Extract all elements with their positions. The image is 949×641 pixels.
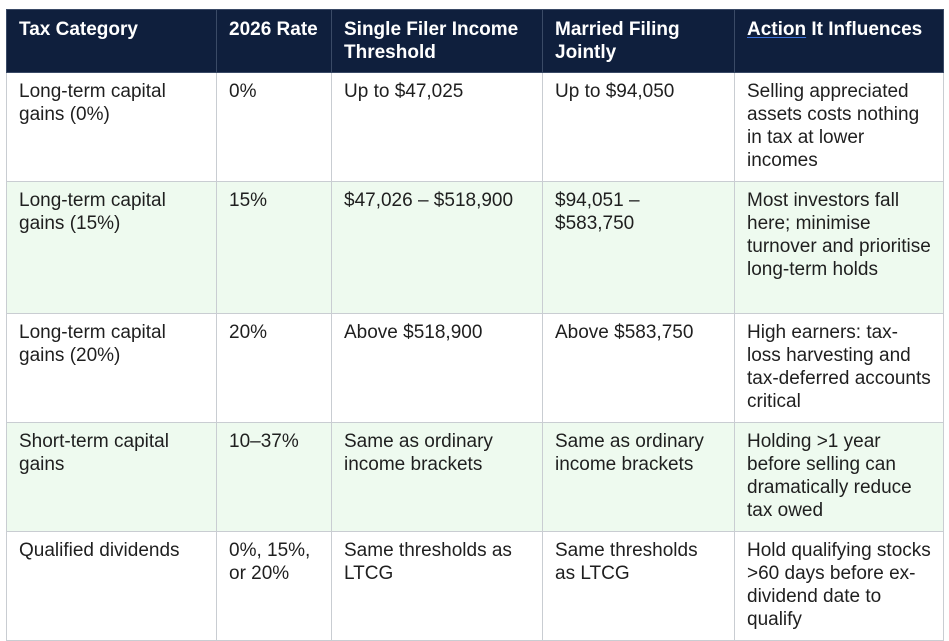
capital-gains-tax-table: Tax Category 2026 Rate Single Filer Inco… [6,9,944,641]
header-row: Tax Category 2026 Rate Single Filer Inco… [6,9,944,73]
cell-single-threshold: Same as ordinary income brackets [331,422,543,532]
tax-table-container: Tax Category 2026 Rate Single Filer Inco… [6,9,944,641]
table-row: Short-term capital gains 10–37% Same as … [6,422,944,532]
table-header: Tax Category 2026 Rate Single Filer Inco… [6,9,944,73]
header-single-filer-threshold: Single Filer Income Threshold [331,9,543,73]
cell-rate: 15% [216,181,332,314]
cell-rate: 0%, 15%, or 20% [216,531,332,641]
table-row: Long-term capital gains (20%) 20% Above … [6,313,944,423]
cell-married-threshold: Up to $94,050 [542,72,735,182]
cell-action: High earners: tax-loss harvesting and ta… [734,313,944,423]
header-action-rest: It Influences [806,19,923,40]
cell-rate: 20% [216,313,332,423]
cell-category: Short-term capital gains [6,422,217,532]
table-body: Long-term capital gains (0%) 0% Up to $4… [6,72,944,641]
cell-action: Holding >1 year before selling can drama… [734,422,944,532]
table-row: Long-term capital gains (15%) 15% $47,02… [6,181,944,314]
cell-category: Qualified dividends [6,531,217,641]
cell-action: Selling appreciated assets costs nothing… [734,72,944,182]
cell-rate: 10–37% [216,422,332,532]
header-action-it-influences: Action It Influences [734,9,944,73]
cell-category: Long-term capital gains (20%) [6,313,217,423]
cell-married-threshold: Same thresholds as LTCG [542,531,735,641]
cell-single-threshold: $47,026 – $518,900 [331,181,543,314]
cell-category: Long-term capital gains (0%) [6,72,217,182]
cell-married-threshold: $94,051 – $583,750 [542,181,735,314]
cell-rate: 0% [216,72,332,182]
header-action-word: Action [747,19,807,40]
cell-single-threshold: Up to $47,025 [331,72,543,182]
cell-action: Hold qualifying stocks >60 days before e… [734,531,944,641]
header-tax-category: Tax Category [6,9,217,73]
header-rate: 2026 Rate [216,9,332,73]
cell-married-threshold: Above $583,750 [542,313,735,423]
cell-single-threshold: Same thresholds as LTCG [331,531,543,641]
cell-action: Most investors fall here; minimise turno… [734,181,944,314]
header-married-filing-jointly: Married Filing Jointly [542,9,735,73]
cell-single-threshold: Above $518,900 [331,313,543,423]
cell-category: Long-term capital gains (15%) [6,181,217,314]
table-row: Long-term capital gains (0%) 0% Up to $4… [6,72,944,182]
cell-married-threshold: Same as ordinary income brackets [542,422,735,532]
table-row: Qualified dividends 0%, 15%, or 20% Same… [6,531,944,641]
